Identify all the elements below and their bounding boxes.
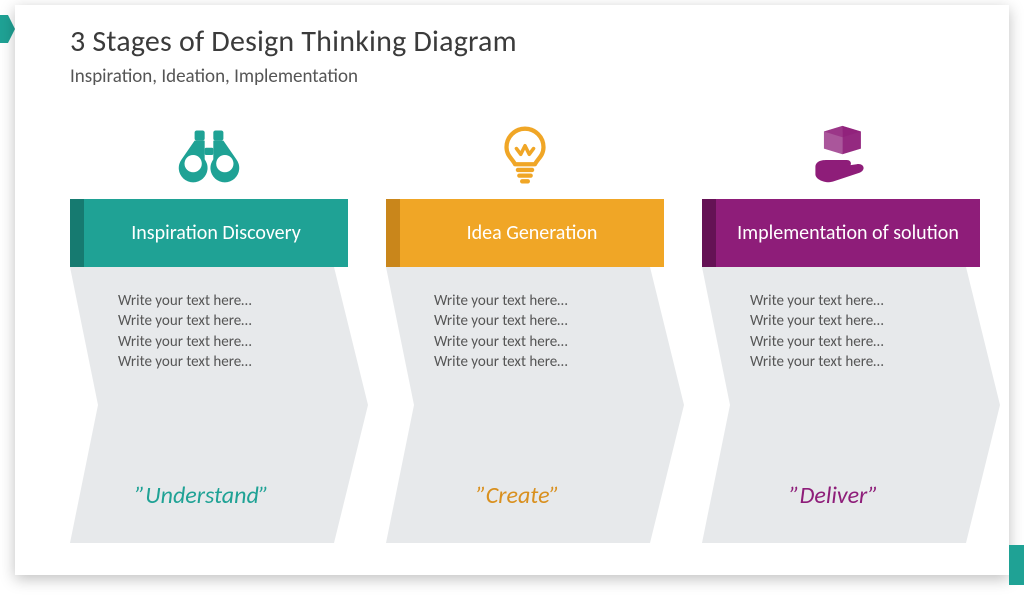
stage-header-side [70, 199, 84, 267]
bullet-item: Write your text here… [750, 352, 970, 372]
slide-subtitle: Inspiration, Ideation, Implementation [70, 65, 358, 88]
stage-tagline: ”Create” [386, 481, 650, 510]
slide-title: 3 Stages of Design Thinking Diagram [70, 23, 517, 60]
slide: 3 Stages of Design Thinking Diagram Insp… [15, 5, 1009, 575]
stage-header: Idea Generation [386, 199, 664, 267]
bullet-item: Write your text here… [118, 311, 338, 331]
binoculars-icon [70, 115, 348, 195]
bullet-item: Write your text here… [750, 291, 970, 311]
stage-header-label: Idea Generation [400, 199, 664, 267]
stage-header-label: Implementation of solution [716, 199, 980, 267]
bullet-item: Write your text here… [118, 291, 338, 311]
stage-3: Implementation of solution Write your te… [702, 115, 1000, 555]
slide-accent-tab-right [1009, 545, 1024, 585]
stage-tagline: ”Understand” [70, 481, 334, 510]
stage-header-side [386, 199, 400, 267]
bullet-item: Write your text here… [118, 352, 338, 372]
hand-box-icon [702, 115, 980, 195]
stage-tagline: ”Deliver” [702, 481, 966, 510]
bullet-item: Write your text here… [118, 332, 338, 352]
stage-1: Inspiration Discovery Write your text he… [70, 115, 368, 555]
bullet-item: Write your text here… [434, 311, 654, 331]
stage-header: Implementation of solution [702, 199, 980, 267]
stage-arrow-body: Write your text here…Write your text her… [70, 267, 368, 543]
slide-accent-tab-left [0, 15, 15, 43]
stage-header-label: Inspiration Discovery [84, 199, 348, 267]
bullet-item: Write your text here… [750, 332, 970, 352]
stages-container: Inspiration Discovery Write your text he… [70, 115, 1000, 555]
stage-2: Idea Generation Write your text here…Wri… [386, 115, 684, 555]
stage-header: Inspiration Discovery [70, 199, 348, 267]
bullet-item: Write your text here… [434, 332, 654, 352]
stage-bullets: Write your text here…Write your text her… [434, 291, 654, 372]
stage-bullets: Write your text here…Write your text her… [118, 291, 338, 372]
bullet-item: Write your text here… [434, 291, 654, 311]
stage-bullets: Write your text here…Write your text her… [750, 291, 970, 372]
stage-arrow-body: Write your text here…Write your text her… [386, 267, 684, 543]
lightbulb-icon [386, 115, 664, 195]
stage-arrow-body: Write your text here…Write your text her… [702, 267, 1000, 543]
stage-header-side [702, 199, 716, 267]
bullet-item: Write your text here… [434, 352, 654, 372]
bullet-item: Write your text here… [750, 311, 970, 331]
